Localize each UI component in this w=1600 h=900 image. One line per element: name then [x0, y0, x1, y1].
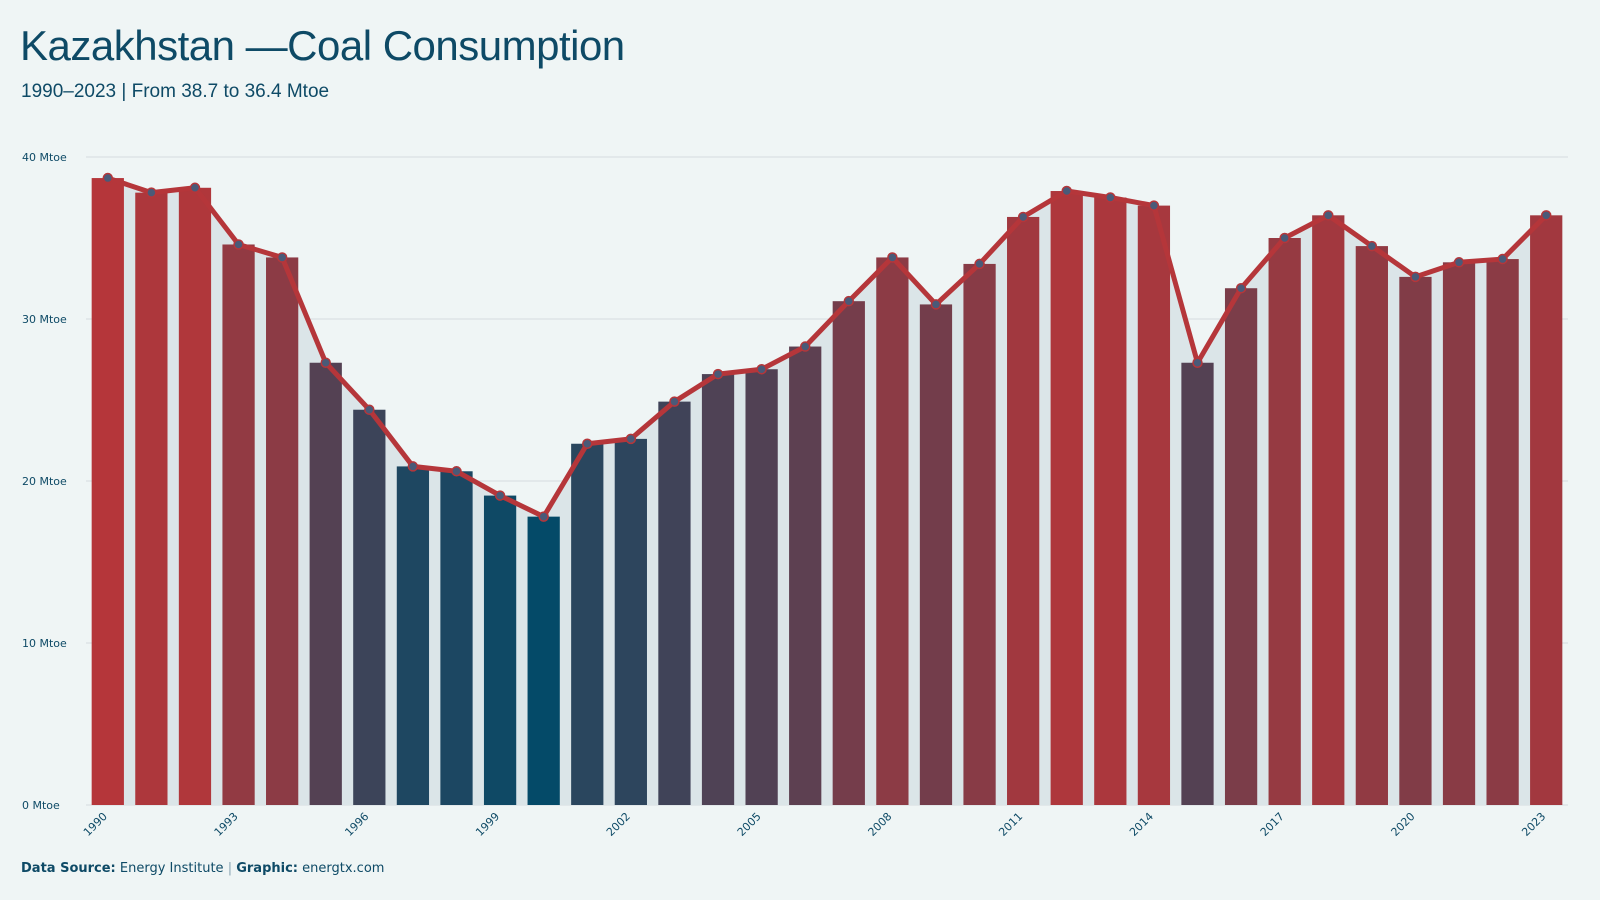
point-2019	[1366, 240, 1378, 252]
point-2001	[582, 438, 593, 449]
x-axis-ticks: 1990 1993 1996 1999 2002 2005 2008 2011 2014 2017…	[81, 810, 1548, 839]
point-2015	[1192, 357, 1203, 368]
bar-1993	[222, 244, 255, 806]
bar-2013	[1094, 197, 1127, 805]
point-1997	[407, 461, 419, 472]
point-2007	[843, 295, 855, 307]
point-2003	[669, 396, 680, 407]
footer-credits: Data Source: Energy Institute | Graphic:…	[21, 861, 384, 876]
point-1992	[189, 182, 201, 194]
x-tick-label: 2008	[866, 810, 895, 839]
bar-2016	[1224, 288, 1258, 806]
x-tick-label: 2023	[1519, 810, 1548, 839]
bar-2003	[658, 401, 691, 805]
bar-1996	[353, 409, 386, 805]
bar-1999	[483, 495, 517, 805]
bar-2009	[919, 304, 953, 805]
point-1998	[451, 466, 462, 477]
bar-2006	[789, 346, 822, 805]
bar-2023	[1530, 215, 1563, 805]
series-line	[107, 175, 1548, 520]
bar-1992	[178, 187, 212, 805]
point-2010	[974, 258, 985, 270]
point-1993	[233, 239, 244, 250]
chart-title: Kazakhstan —Coal Consumption	[20, 22, 625, 69]
bar-2010	[963, 263, 996, 805]
bar-2014	[1137, 205, 1171, 806]
footer-separator: |	[227, 861, 233, 876]
x-tick-label: 1999	[473, 810, 502, 839]
bar-2021	[1442, 262, 1476, 805]
bar-2020	[1399, 276, 1432, 805]
point-1995	[320, 357, 331, 368]
point-1990	[102, 172, 114, 184]
point-2023	[1540, 210, 1552, 221]
point-2009	[930, 299, 942, 310]
point-2011	[1017, 211, 1029, 223]
bar-2002	[614, 438, 647, 805]
bar-2022	[1486, 259, 1519, 805]
bar-1995	[309, 362, 342, 805]
bar-2000	[527, 516, 560, 805]
x-tick-label: 2011	[996, 810, 1025, 839]
x-tick-label: 2005	[735, 810, 764, 839]
bar-1991	[135, 192, 168, 805]
bar-2019	[1355, 246, 1388, 806]
point-2006	[799, 341, 811, 352]
bar-2015	[1181, 362, 1214, 805]
bar-2001	[571, 443, 604, 805]
x-tick-label: 2014	[1127, 810, 1156, 839]
bar-2011	[1007, 216, 1040, 805]
point-2014	[1148, 200, 1160, 211]
bars	[91, 178, 1563, 806]
y-tick-label: 40 Mtoe	[22, 151, 67, 164]
point-2021	[1453, 257, 1465, 268]
x-tick-label: 2017	[1258, 810, 1287, 839]
point-1999	[494, 490, 506, 501]
x-tick-label: 1996	[342, 810, 371, 839]
bar-1997	[396, 466, 430, 805]
bar-1994	[266, 257, 299, 805]
point-1991	[146, 187, 157, 198]
bar-1990	[91, 178, 124, 805]
point-2004	[712, 368, 724, 380]
x-tick-label: 2020	[1389, 810, 1418, 839]
point-2018	[1323, 210, 1334, 221]
x-tick-label: 2002	[604, 810, 633, 839]
x-tick-label: 1990	[81, 810, 110, 839]
chart-subtitle: 1990–2023 | From 38.7 to 36.4 Mtoe	[21, 81, 330, 102]
point-2012	[1061, 185, 1072, 197]
point-2017	[1279, 232, 1290, 244]
source-value: Energy Institute	[119, 861, 224, 876]
point-2016	[1235, 282, 1247, 294]
point-2000	[538, 511, 549, 522]
y-tick-label: 20 Mtoe	[22, 475, 67, 488]
bar-2007	[832, 301, 865, 805]
data-points	[102, 172, 1552, 522]
point-2022	[1497, 253, 1508, 265]
point-2008	[887, 252, 898, 263]
point-2020	[1410, 271, 1421, 283]
point-2005	[756, 363, 767, 375]
source-label: Data Source:	[21, 861, 116, 876]
bar-1998	[440, 471, 473, 805]
bar-2012	[1050, 191, 1083, 805]
y-tick-label: 10 Mtoe	[22, 637, 67, 650]
point-1994	[276, 252, 288, 263]
point-2002	[625, 433, 637, 445]
bar-2017	[1268, 238, 1301, 805]
bar-2008	[876, 257, 909, 805]
bar-2018	[1312, 215, 1345, 805]
point-1996	[364, 404, 375, 415]
bar-2005	[745, 369, 778, 805]
y-tick-label: 0 Mtoe	[22, 799, 60, 812]
x-tick-label: 1993	[212, 810, 241, 839]
y-axis-ticks: 0 Mtoe 10 Mtoe 20 Mtoe 30 Mtoe 40 Mtoe	[22, 151, 67, 812]
y-tick-label: 30 Mtoe	[22, 313, 67, 326]
bar-2004	[701, 374, 735, 805]
point-2013	[1105, 192, 1116, 203]
graphic-label: Graphic:	[236, 861, 298, 876]
graphic-value: energtx.com	[302, 861, 385, 876]
